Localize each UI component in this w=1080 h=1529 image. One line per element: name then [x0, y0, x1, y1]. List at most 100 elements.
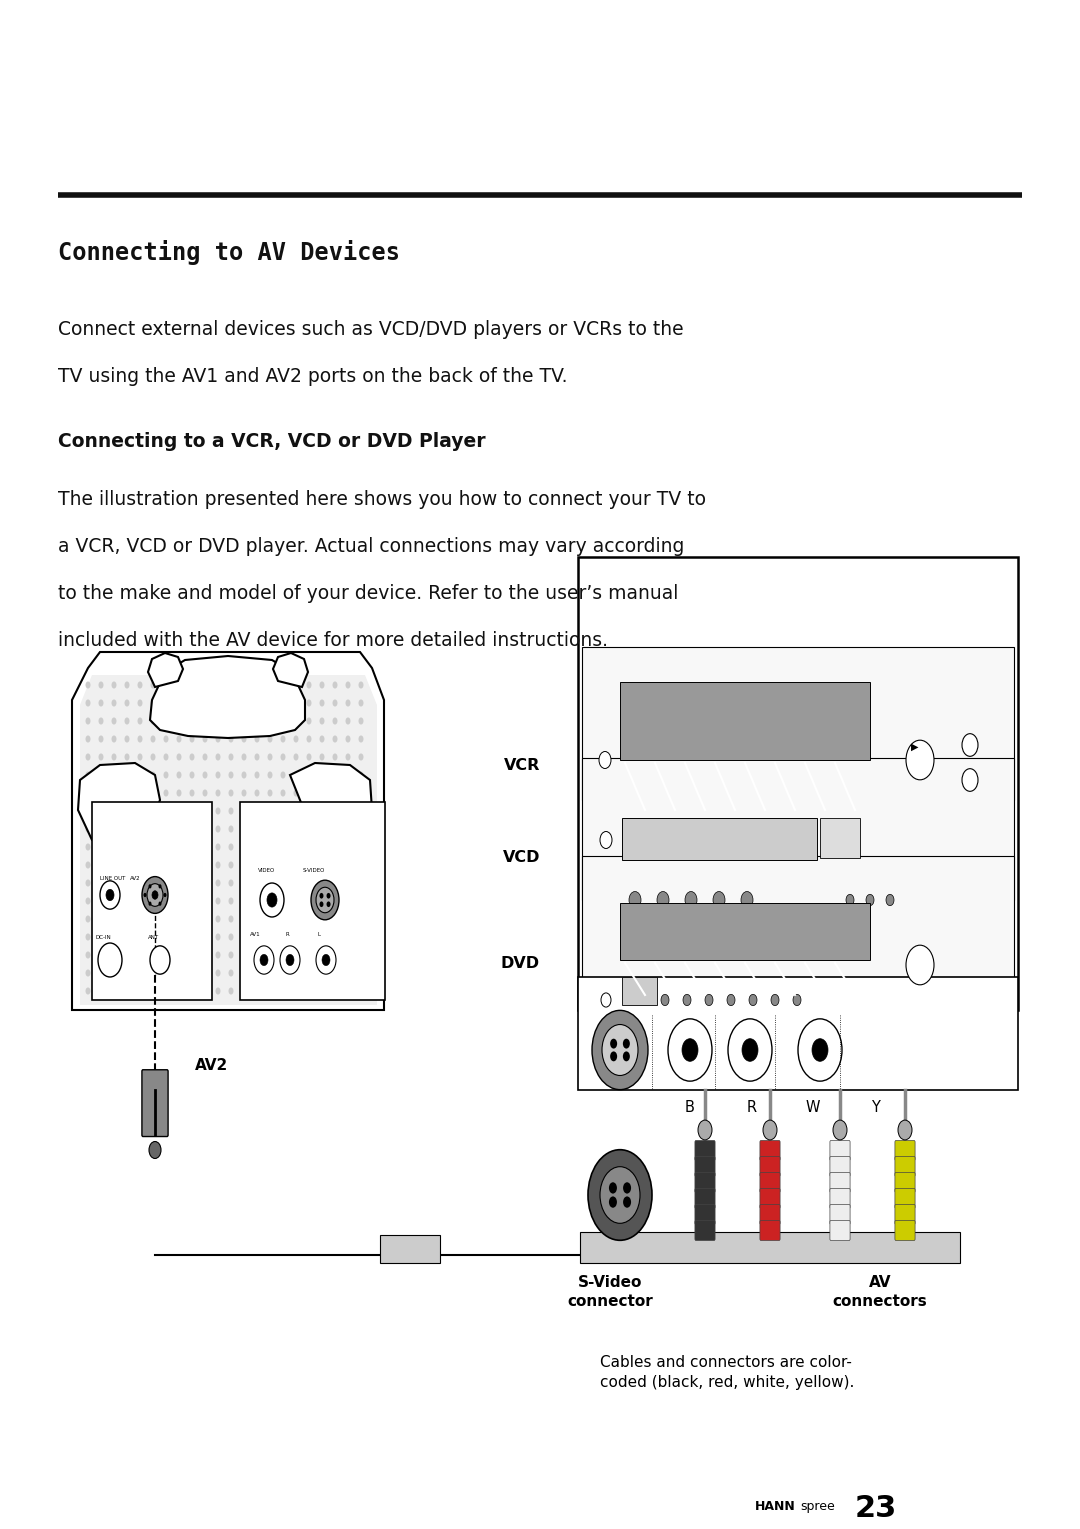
Circle shape: [333, 807, 337, 815]
Circle shape: [307, 789, 311, 797]
Circle shape: [203, 682, 207, 688]
Circle shape: [281, 934, 285, 940]
Circle shape: [124, 969, 130, 977]
Circle shape: [124, 682, 130, 688]
Circle shape: [85, 735, 91, 743]
Circle shape: [307, 826, 311, 832]
Circle shape: [333, 969, 337, 977]
Circle shape: [229, 916, 233, 922]
FancyBboxPatch shape: [580, 1232, 960, 1263]
Circle shape: [229, 682, 233, 688]
Circle shape: [333, 717, 337, 725]
Circle shape: [705, 994, 713, 1006]
Circle shape: [189, 916, 194, 922]
Circle shape: [137, 772, 143, 778]
Circle shape: [280, 946, 300, 974]
Text: Y: Y: [870, 1099, 879, 1115]
FancyBboxPatch shape: [760, 1188, 780, 1208]
Circle shape: [320, 898, 324, 905]
Circle shape: [124, 826, 130, 832]
Circle shape: [216, 772, 220, 778]
Circle shape: [189, 754, 194, 760]
Circle shape: [333, 754, 337, 760]
Circle shape: [320, 682, 324, 688]
Circle shape: [98, 807, 104, 815]
Circle shape: [216, 826, 220, 832]
Circle shape: [320, 969, 324, 977]
FancyBboxPatch shape: [829, 1156, 850, 1176]
Circle shape: [242, 754, 246, 760]
Circle shape: [600, 1167, 640, 1223]
Text: AV2: AV2: [130, 876, 140, 881]
Circle shape: [85, 699, 91, 706]
Circle shape: [150, 735, 156, 743]
Circle shape: [176, 988, 181, 994]
Circle shape: [333, 861, 337, 868]
Text: S-VIDEO: S-VIDEO: [303, 868, 325, 873]
Circle shape: [255, 682, 259, 688]
Circle shape: [359, 861, 364, 868]
Circle shape: [111, 682, 117, 688]
Circle shape: [281, 988, 285, 994]
Circle shape: [281, 735, 285, 743]
Circle shape: [320, 754, 324, 760]
Circle shape: [100, 881, 120, 910]
Circle shape: [189, 772, 194, 778]
Circle shape: [203, 754, 207, 760]
Circle shape: [346, 969, 351, 977]
Circle shape: [163, 754, 168, 760]
Circle shape: [322, 954, 330, 966]
Circle shape: [962, 734, 978, 757]
Circle shape: [255, 754, 259, 760]
Circle shape: [268, 861, 272, 868]
Circle shape: [150, 951, 156, 959]
Text: Cables and connectors are color-
coded (black, red, white, yellow).: Cables and connectors are color- coded (…: [600, 1355, 854, 1390]
Text: LINE OUT: LINE OUT: [100, 876, 125, 881]
Circle shape: [203, 898, 207, 905]
Text: Connecting to AV Devices: Connecting to AV Devices: [58, 240, 400, 265]
Circle shape: [268, 754, 272, 760]
Circle shape: [255, 789, 259, 797]
Circle shape: [255, 934, 259, 940]
Circle shape: [137, 861, 143, 868]
Circle shape: [657, 891, 669, 908]
Circle shape: [229, 898, 233, 905]
Circle shape: [124, 898, 130, 905]
Circle shape: [150, 717, 156, 725]
Text: AV2: AV2: [195, 1058, 228, 1073]
Circle shape: [281, 754, 285, 760]
Circle shape: [229, 826, 233, 832]
Circle shape: [149, 902, 151, 905]
Circle shape: [150, 772, 156, 778]
Circle shape: [203, 861, 207, 868]
Circle shape: [333, 682, 337, 688]
Circle shape: [906, 740, 934, 780]
Circle shape: [359, 844, 364, 850]
FancyBboxPatch shape: [620, 682, 870, 760]
Circle shape: [229, 789, 233, 797]
Circle shape: [320, 772, 324, 778]
Circle shape: [111, 754, 117, 760]
Circle shape: [203, 969, 207, 977]
Circle shape: [216, 682, 220, 688]
Circle shape: [163, 988, 168, 994]
Circle shape: [98, 934, 104, 940]
Circle shape: [623, 1182, 631, 1194]
Circle shape: [111, 699, 117, 706]
Circle shape: [281, 898, 285, 905]
Circle shape: [163, 699, 168, 706]
Circle shape: [85, 754, 91, 760]
Text: VCR: VCR: [503, 757, 540, 772]
Circle shape: [111, 735, 117, 743]
Circle shape: [124, 807, 130, 815]
Circle shape: [346, 916, 351, 922]
Circle shape: [713, 891, 725, 908]
Circle shape: [268, 934, 272, 940]
Circle shape: [762, 1121, 777, 1141]
Polygon shape: [80, 674, 377, 1005]
Circle shape: [144, 893, 147, 898]
Circle shape: [294, 699, 298, 706]
Circle shape: [137, 898, 143, 905]
Circle shape: [176, 735, 181, 743]
Circle shape: [98, 844, 104, 850]
